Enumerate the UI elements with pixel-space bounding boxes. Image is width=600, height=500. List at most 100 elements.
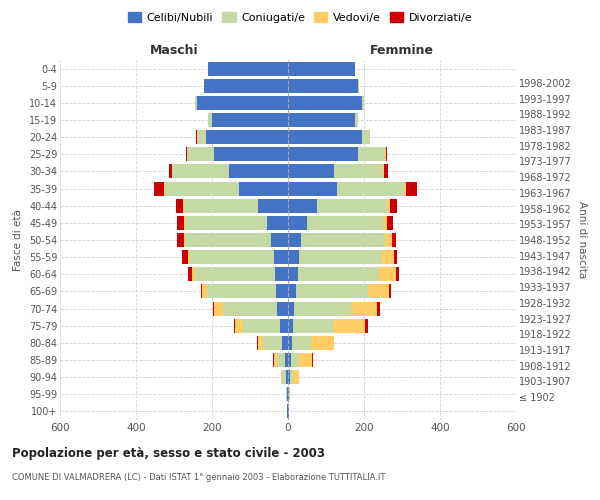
Bar <box>276 284 288 298</box>
Bar <box>184 198 257 212</box>
Bar <box>154 182 164 196</box>
Bar <box>186 148 187 162</box>
Bar <box>334 164 383 178</box>
Bar <box>176 198 183 212</box>
Bar <box>289 388 290 402</box>
Bar <box>337 182 404 196</box>
Bar <box>358 78 359 92</box>
Bar <box>368 284 389 298</box>
Bar <box>177 233 184 247</box>
Bar <box>365 318 368 332</box>
Bar <box>355 113 358 127</box>
Bar <box>299 250 382 264</box>
Bar <box>288 370 290 384</box>
Bar <box>185 233 271 247</box>
Bar <box>311 336 334 350</box>
Bar <box>206 130 288 144</box>
Bar <box>235 318 242 332</box>
Legend: Celibi/Nubili, Coniugati/e, Vedovi/e, Divorziati/e: Celibi/Nubili, Coniugati/e, Vedovi/e, Di… <box>124 8 476 28</box>
Bar <box>183 198 184 212</box>
Bar <box>312 353 313 367</box>
Bar <box>377 302 380 316</box>
Bar <box>387 198 390 212</box>
Bar <box>214 302 223 316</box>
Bar <box>208 284 276 298</box>
Bar <box>275 268 288 281</box>
Bar <box>286 388 287 402</box>
Bar <box>293 370 299 384</box>
Bar <box>307 216 383 230</box>
Bar <box>172 164 229 178</box>
Bar <box>292 336 311 350</box>
Y-axis label: Fasce di età: Fasce di età <box>13 209 23 271</box>
Bar <box>288 284 296 298</box>
Bar <box>164 182 239 196</box>
Bar <box>195 96 197 110</box>
Bar <box>317 198 387 212</box>
Bar <box>187 148 214 162</box>
Bar <box>195 268 275 281</box>
Bar <box>277 302 288 316</box>
Bar <box>192 268 195 281</box>
Bar <box>287 404 288 418</box>
Bar <box>334 318 365 332</box>
Text: Femmine: Femmine <box>370 44 434 57</box>
Bar <box>283 370 286 384</box>
Bar <box>296 284 368 298</box>
Bar <box>379 268 397 281</box>
Bar <box>205 78 288 92</box>
Bar <box>384 164 388 178</box>
Bar <box>287 388 288 402</box>
Bar <box>263 336 283 350</box>
Bar <box>387 216 392 230</box>
Bar <box>288 113 355 127</box>
Bar <box>288 78 358 92</box>
Bar <box>274 250 288 264</box>
Bar <box>288 130 362 144</box>
Bar <box>288 268 298 281</box>
Bar <box>185 216 267 230</box>
Bar <box>188 268 192 281</box>
Bar <box>291 353 299 367</box>
Bar <box>285 353 288 367</box>
Bar <box>277 353 285 367</box>
Bar <box>288 302 294 316</box>
Bar <box>288 318 293 332</box>
Bar <box>203 78 205 92</box>
Bar <box>200 284 202 298</box>
Bar <box>239 182 288 196</box>
Bar <box>382 250 394 264</box>
Bar <box>182 250 188 264</box>
Bar <box>214 148 288 162</box>
Bar <box>197 96 288 110</box>
Bar <box>288 148 358 162</box>
Bar <box>383 164 384 178</box>
Bar <box>288 96 362 110</box>
Bar <box>383 216 387 230</box>
Bar <box>288 182 337 196</box>
Bar <box>288 216 307 230</box>
Bar <box>385 148 386 162</box>
Bar <box>188 250 190 264</box>
Bar <box>288 198 317 212</box>
Bar <box>213 302 214 316</box>
Bar <box>280 318 288 332</box>
Bar <box>257 198 288 212</box>
Bar <box>190 250 274 264</box>
Text: Maschi: Maschi <box>149 44 199 57</box>
Bar <box>197 130 206 144</box>
Bar <box>288 250 299 264</box>
Bar <box>267 216 288 230</box>
Bar <box>223 302 277 316</box>
Bar <box>288 164 334 178</box>
Bar <box>286 370 288 384</box>
Bar <box>397 268 400 281</box>
Bar <box>283 336 288 350</box>
Bar <box>362 130 370 144</box>
Bar <box>385 233 392 247</box>
Bar <box>390 198 397 212</box>
Bar <box>394 250 397 264</box>
Bar <box>288 336 292 350</box>
Bar <box>288 353 291 367</box>
Bar <box>274 353 277 367</box>
